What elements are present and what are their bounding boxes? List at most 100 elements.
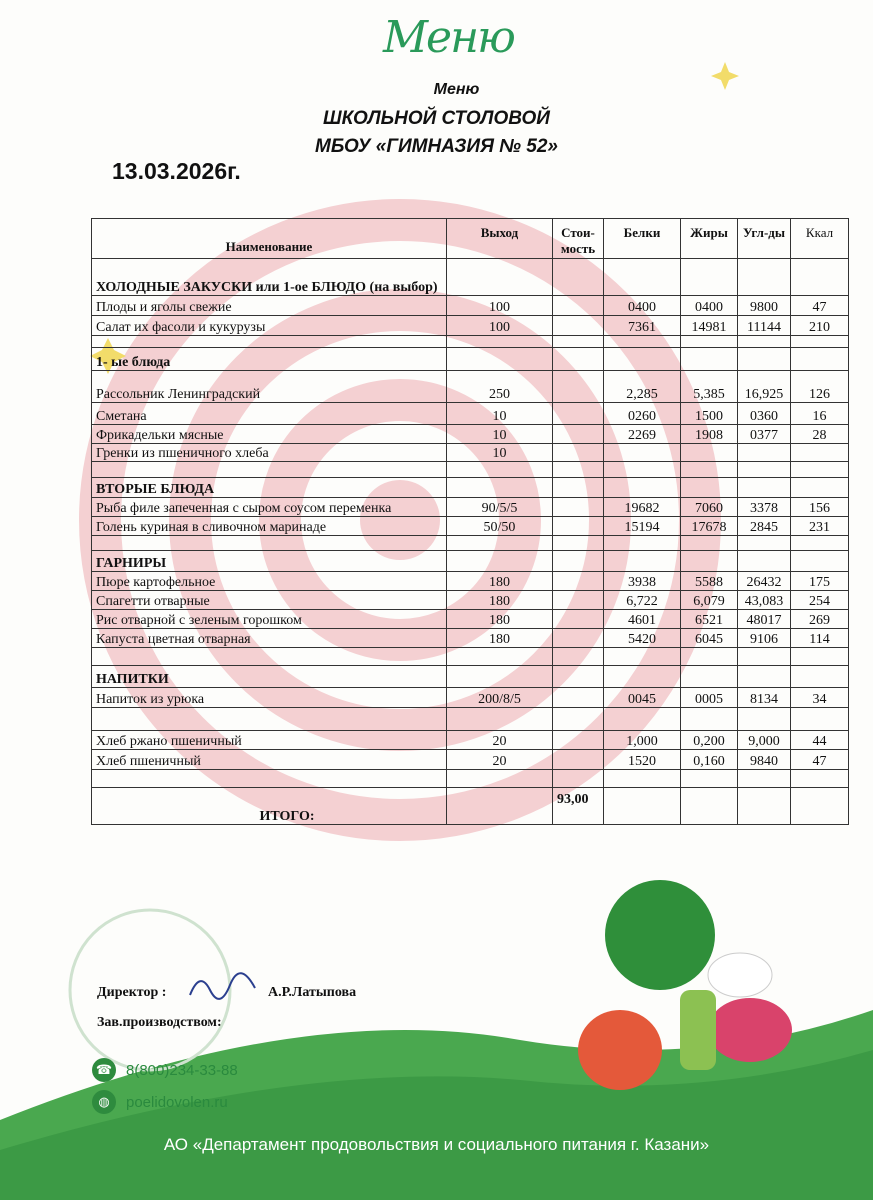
section-row: НАПИТКИ [91, 665, 849, 688]
table-row: Фрикадельки мясные 10 2269 1908 0377 28 [91, 424, 849, 444]
carbs-cell: 16,925 [737, 370, 791, 403]
empty-cell [91, 769, 447, 788]
kcal-cell: 34 [790, 687, 849, 708]
cost-cell [552, 609, 604, 629]
table-row: Напиток из урюка 200/8/5 0045 0005 8134 34 [91, 687, 849, 708]
protein-cell: 1520 [603, 749, 681, 770]
table-row: Спагетти отварные 180 6,722 6,079 43,083 254 [91, 590, 849, 610]
empty-cell [790, 335, 849, 348]
footer-organization: АО «Департамент продовольствия и социаль… [163, 1135, 710, 1154]
kcal-cell [790, 443, 849, 462]
table-row: Хлеб пшеничный 20 1520 0,160 9840 47 [91, 749, 849, 770]
portion-cell: 20 [446, 730, 553, 750]
fat-cell: 6521 [680, 609, 738, 629]
cost-cell [552, 628, 604, 648]
column-header: Выход [446, 218, 553, 259]
cost-cell [552, 315, 604, 336]
empty-cell [737, 647, 791, 666]
empty-cell [680, 477, 738, 498]
carbs-cell: 9840 [737, 749, 791, 770]
dish-name: Хлеб ржано пшеничный [91, 730, 447, 750]
empty-row [91, 335, 849, 348]
empty-cell [552, 769, 604, 788]
empty-cell [552, 477, 604, 498]
title-line-3: МБОУ «ГИМНАЗИЯ № 52» [315, 136, 558, 157]
cost-cell [552, 295, 604, 316]
empty-cell [91, 335, 447, 348]
empty-cell [790, 707, 849, 731]
table-row: Рыба филе запеченная с сыром соусом пере… [91, 497, 849, 517]
portion-cell: 90/5/5 [446, 497, 553, 517]
carbs-cell: 3378 [737, 497, 791, 517]
protein-cell: 0045 [603, 687, 681, 708]
table-header: Наименование Выход Стои-мость Белки Жиры… [91, 218, 849, 259]
dish-name: Капуста цветная отварная [91, 628, 447, 648]
protein-cell: 6,722 [603, 590, 681, 610]
kcal-cell: 126 [790, 370, 849, 403]
empty-cell [680, 258, 738, 296]
empty-cell [603, 535, 681, 551]
kcal-cell: 16 [790, 402, 849, 425]
empty-cell [552, 707, 604, 731]
empty-cell [680, 787, 738, 825]
empty-cell [737, 787, 791, 825]
cost-cell [552, 749, 604, 770]
fat-cell: 5,385 [680, 370, 738, 403]
carbs-cell: 11144 [737, 315, 791, 336]
menu-table: Наименование Выход Стои-мость Белки Жиры… [91, 218, 849, 825]
protein-cell: 4601 [603, 609, 681, 629]
table-row: Плоды и яголы свежие 100 0400 0400 9800 47 [91, 295, 849, 316]
empty-cell [552, 335, 604, 348]
column-header: Ккал [790, 218, 849, 259]
protein-cell: 7361 [603, 315, 681, 336]
cost-cell [552, 497, 604, 517]
table-row: Пюре картофельное 180 3938 5588 26432 175 [91, 571, 849, 591]
kcal-cell: 156 [790, 497, 849, 517]
director-label: Директор : [97, 985, 167, 1000]
empty-cell [680, 769, 738, 788]
portion-cell: 10 [446, 402, 553, 425]
empty-cell [552, 665, 604, 688]
portion-cell: 50/50 [446, 516, 553, 536]
cost-cell [552, 370, 604, 403]
fat-cell: 17678 [680, 516, 738, 536]
table-row: Капуста цветная отварная 180 5420 6045 9106 1… [91, 628, 849, 648]
column-header: Наименование [91, 218, 447, 259]
website-link[interactable]: ◍ poelidovolen.ru [92, 1090, 228, 1114]
empty-cell [603, 550, 681, 572]
empty-cell [603, 477, 681, 498]
empty-cell [446, 347, 553, 371]
section-row: 1- ые блюда [91, 347, 849, 371]
protein-cell: 1,000 [603, 730, 681, 750]
fat-cell: 5588 [680, 571, 738, 591]
empty-cell [680, 665, 738, 688]
fat-cell: 1908 [680, 424, 738, 444]
kcal-cell: 47 [790, 295, 849, 316]
total-cost: 93,00 [552, 787, 604, 825]
empty-row [91, 461, 849, 478]
carbs-cell: 43,083 [737, 590, 791, 610]
deputy-label: Зав.производством: [97, 1015, 222, 1030]
portion-cell: 180 [446, 609, 553, 629]
empty-cell [737, 477, 791, 498]
table-row: Хлеб ржано пшеничный 20 1,000 0,200 9,000 44 [91, 730, 849, 750]
empty-cell [737, 550, 791, 572]
fat-cell: 0005 [680, 687, 738, 708]
table-row: Салат их фасоли и кукурузы 100 7361 14981 11… [91, 315, 849, 336]
cost-cell [552, 730, 604, 750]
dish-name: Голень куриная в сливочном маринаде [91, 516, 447, 536]
empty-cell [790, 550, 849, 572]
table-row: Рассольник Ленинградский 250 2,285 5,385 16,… [91, 370, 849, 403]
phone-contact[interactable]: ☎ 8(800)234-33-88 [92, 1058, 238, 1082]
title-line-1: Меню [433, 81, 480, 98]
fat-cell: 1500 [680, 402, 738, 425]
kcal-cell: 231 [790, 516, 849, 536]
empty-cell [91, 461, 447, 478]
empty-cell [737, 347, 791, 371]
kcal-cell: 269 [790, 609, 849, 629]
empty-cell [737, 461, 791, 478]
section-title: 1- ые блюда [91, 347, 447, 371]
empty-cell [680, 707, 738, 731]
dish-name: Пюре картофельное [91, 571, 447, 591]
table-row: Гренки из пшеничного хлеба 10 [91, 443, 849, 462]
